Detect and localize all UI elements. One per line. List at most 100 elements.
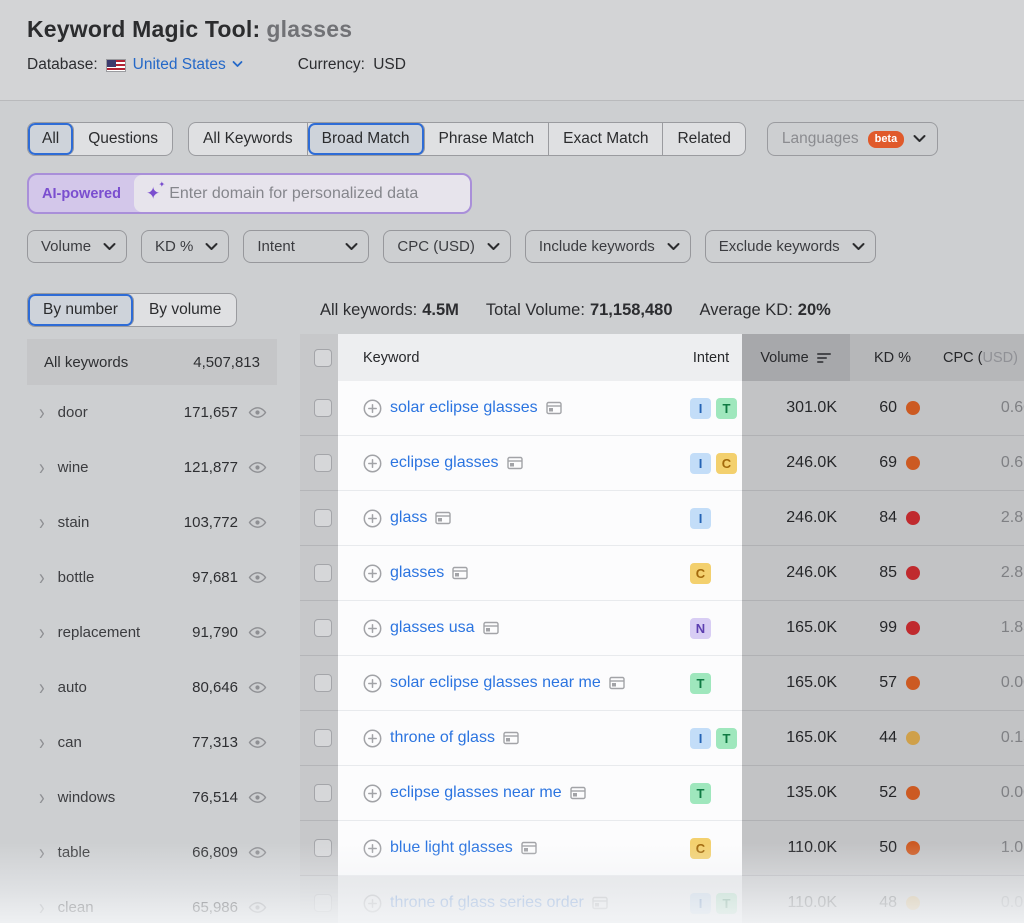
serp-features-icon[interactable]: [452, 566, 468, 580]
chevron-right-icon[interactable]: ›: [39, 620, 45, 645]
column-header-volume[interactable]: Volume: [742, 334, 850, 381]
row-checkbox[interactable]: [314, 399, 332, 417]
serp-features-icon[interactable]: [592, 896, 608, 910]
tab-related[interactable]: Related: [677, 130, 731, 147]
row-checkbox[interactable]: [314, 894, 332, 912]
tab-broad-match[interactable]: Broad Match: [307, 123, 425, 155]
tab-questions[interactable]: Questions: [88, 130, 159, 147]
chevron-right-icon[interactable]: ›: [39, 730, 45, 755]
database-selector[interactable]: United States: [133, 56, 243, 74]
eye-icon[interactable]: [248, 625, 267, 640]
chevron-right-icon[interactable]: ›: [39, 675, 45, 700]
add-keyword-icon[interactable]: [363, 839, 382, 858]
keyword-link[interactable]: eclipse glasses: [390, 454, 499, 471]
sidebar-group-count: 77,313: [192, 734, 238, 751]
keyword-link[interactable]: solar eclipse glasses near me: [390, 674, 601, 691]
filter-exclude-keywords[interactable]: Exclude keywords: [704, 230, 876, 263]
eye-icon[interactable]: [248, 900, 267, 915]
sidebar-tab-by-number[interactable]: By number: [28, 294, 134, 326]
add-keyword-icon[interactable]: [363, 784, 382, 803]
filter-include-keywords[interactable]: Include keywords: [524, 230, 691, 263]
sidebar-group-table[interactable]: › table 66,809: [27, 825, 277, 880]
row-checkbox[interactable]: [314, 509, 332, 527]
sidebar-group-door[interactable]: › door 171,657: [27, 385, 277, 440]
row-checkbox[interactable]: [314, 674, 332, 692]
intent-badge-t: T: [716, 397, 737, 419]
serp-features-icon[interactable]: [503, 731, 519, 745]
sidebar-group-wine[interactable]: › wine 121,877: [27, 440, 277, 495]
row-checkbox[interactable]: [314, 839, 332, 857]
eye-icon[interactable]: [248, 460, 267, 475]
add-keyword-icon[interactable]: [363, 454, 382, 473]
column-header-cpc[interactable]: CPC (USD): [935, 334, 1024, 381]
add-keyword-icon[interactable]: [363, 399, 382, 418]
add-keyword-icon[interactable]: [363, 619, 382, 638]
sidebar-group-replacement[interactable]: › replacement 91,790: [27, 605, 277, 660]
serp-features-icon[interactable]: [545, 401, 562, 415]
eye-icon[interactable]: [248, 845, 267, 860]
chevron-right-icon[interactable]: ›: [39, 895, 45, 920]
tab-phrase-match[interactable]: Phrase Match: [425, 123, 550, 155]
serp-features-icon[interactable]: [506, 456, 523, 470]
add-keyword-icon[interactable]: [363, 564, 382, 583]
chevron-right-icon[interactable]: ›: [39, 565, 45, 590]
keyword-link[interactable]: throne of glass: [390, 729, 495, 746]
serp-features-icon[interactable]: [569, 786, 586, 800]
serp-features-icon[interactable]: [435, 511, 452, 525]
keyword-link[interactable]: eclipse glasses near me: [390, 784, 562, 801]
sidebar-group-bottle[interactable]: › bottle 97,681: [27, 550, 277, 605]
column-header-kd[interactable]: KD %: [850, 334, 935, 381]
eye-icon[interactable]: [248, 680, 267, 695]
serp-features-icon[interactable]: [609, 676, 625, 690]
eye-icon[interactable]: [248, 515, 267, 530]
filter-kd-[interactable]: KD %: [141, 230, 230, 263]
filter-volume[interactable]: Volume: [27, 230, 128, 263]
keyword-link[interactable]: glass: [390, 509, 428, 526]
filter-cpc-usd-[interactable]: CPC (USD): [383, 230, 511, 263]
tab-all-keywords[interactable]: All Keywords: [189, 123, 308, 155]
match-type-tabs: All Questions All Keywords Broad Match Phra…: [27, 122, 997, 156]
sidebar-group-count: 121,877: [183, 459, 238, 476]
serp-features-icon[interactable]: [521, 841, 537, 855]
sidebar-group-can[interactable]: › can 77,313: [27, 715, 277, 770]
column-header-intent[interactable]: Intent: [680, 334, 742, 381]
add-keyword-icon[interactable]: [363, 894, 382, 913]
chevron-right-icon[interactable]: ›: [39, 400, 45, 425]
add-keyword-icon[interactable]: [363, 509, 382, 528]
serp-features-icon[interactable]: [482, 621, 499, 635]
keyword-link[interactable]: blue light glasses: [390, 839, 513, 856]
keyword-link[interactable]: solar eclipse glasses: [390, 399, 538, 416]
eye-icon[interactable]: [248, 735, 267, 750]
sidebar-tab-by-volume[interactable]: By volume: [148, 301, 222, 318]
sidebar-group-stain[interactable]: › stain 103,772: [27, 495, 277, 550]
select-all-checkbox[interactable]: [314, 348, 332, 367]
keyword-link[interactable]: glasses: [390, 564, 445, 581]
keyword-link[interactable]: glasses usa: [390, 619, 475, 636]
chevron-right-icon[interactable]: ›: [39, 785, 45, 810]
beta-badge: beta: [867, 130, 905, 148]
chevron-right-icon[interactable]: ›: [39, 840, 45, 865]
eye-icon[interactable]: [248, 405, 267, 420]
sidebar-all-keywords-row[interactable]: All keywords 4,507,813: [27, 339, 277, 385]
add-keyword-icon[interactable]: [363, 674, 382, 693]
column-header-keyword[interactable]: Keyword: [338, 334, 680, 381]
filter-intent[interactable]: Intent: [243, 230, 370, 263]
row-checkbox[interactable]: [314, 619, 332, 637]
languages-dropdown[interactable]: Languages beta: [766, 122, 939, 156]
tab-all[interactable]: All: [28, 123, 75, 155]
row-checkbox[interactable]: [314, 784, 332, 802]
sidebar-group-windows[interactable]: › windows 76,514: [27, 770, 277, 825]
tab-exact-match[interactable]: Exact Match: [549, 123, 664, 155]
chevron-right-icon[interactable]: ›: [39, 510, 45, 535]
row-checkbox[interactable]: [314, 729, 332, 747]
row-checkbox[interactable]: [314, 564, 332, 582]
row-checkbox[interactable]: [314, 454, 332, 472]
sidebar-group-auto[interactable]: › auto 80,646: [27, 660, 277, 715]
domain-input[interactable]: [169, 184, 455, 203]
eye-icon[interactable]: [248, 570, 267, 585]
sidebar-group-clean[interactable]: › clean 65,986: [27, 880, 277, 923]
eye-icon[interactable]: [248, 790, 267, 805]
keyword-link[interactable]: throne of glass series order: [390, 894, 584, 911]
chevron-right-icon[interactable]: ›: [39, 455, 45, 480]
add-keyword-icon[interactable]: [363, 729, 382, 748]
